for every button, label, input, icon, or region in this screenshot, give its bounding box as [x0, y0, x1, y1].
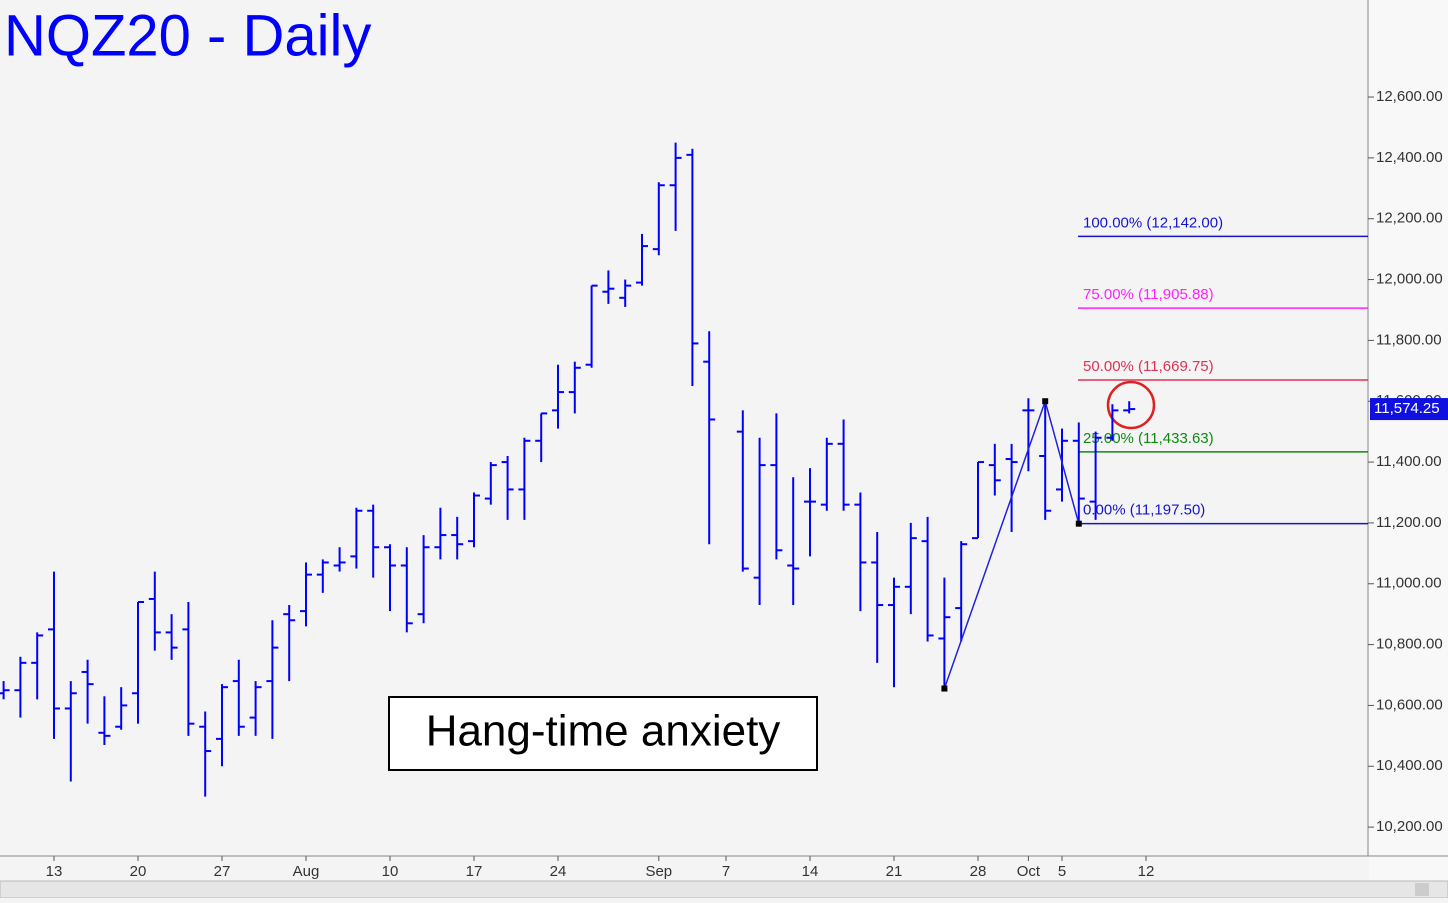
x-tick-label: 7 [722, 863, 730, 880]
pattern-point [941, 685, 948, 692]
chart-title: NQZ20 - Daily [4, 3, 371, 68]
y-tick-label: 11,800.00 [1376, 331, 1442, 348]
x-tick-label: 27 [214, 863, 231, 880]
fib-label: 50.00% (11,669.75) [1083, 358, 1214, 375]
annotation-box [388, 696, 818, 771]
x-tick-label: 13 [46, 863, 63, 880]
x-tick-label: 20 [130, 863, 147, 880]
x-tick-label: Sep [645, 863, 672, 880]
x-tick-label: Aug [293, 863, 320, 880]
y-tick-label: 10,600.00 [1376, 696, 1443, 713]
x-tick-label: 24 [550, 863, 567, 880]
y-tick-label: 12,200.00 [1376, 210, 1443, 227]
pattern-point [1075, 520, 1082, 527]
x-tick-label: Oct [1017, 863, 1041, 880]
x-tick-label: 10 [382, 863, 399, 880]
x-tick-label: 14 [802, 863, 819, 880]
scroll-thumb[interactable] [1415, 883, 1429, 896]
fib-label: 100.00% (12,142.00) [1083, 214, 1223, 231]
fib-label: 0.00% (11,197.50) [1083, 502, 1205, 519]
y-tick-label: 10,400.00 [1376, 757, 1443, 774]
highlight-circle [1106, 380, 1156, 430]
annotation: Hang-time anxiety [426, 707, 781, 756]
y-tick-label: 12,600.00 [1376, 88, 1443, 105]
fib-label: 75.00% (11,905.88) [1083, 286, 1214, 303]
y-tick-label: 10,800.00 [1376, 636, 1443, 653]
scrollbar[interactable] [0, 880, 1448, 899]
x-tick-label: 12 [1138, 863, 1155, 880]
y-tick-label: 11,400.00 [1376, 453, 1442, 470]
y-tick-label: 12,400.00 [1376, 149, 1443, 166]
x-tick-label: 28 [970, 863, 987, 880]
y-tick-label: 11,200.00 [1376, 514, 1442, 531]
y-tick-label: 11,000.00 [1376, 575, 1442, 592]
y-tick-label: 10,200.00 [1376, 818, 1443, 835]
axis-panel [1369, 0, 1448, 880]
x-tick-label: 17 [466, 863, 483, 880]
y-tick-label: 12,000.00 [1376, 271, 1443, 288]
pattern-point [1042, 398, 1049, 405]
fib-label: 25.00% (11,433.63) [1083, 430, 1214, 447]
x-tick-label: 5 [1058, 863, 1066, 880]
x-tick-label: 21 [886, 863, 903, 880]
last-price-label: 11,574.25 [1374, 400, 1440, 417]
last-price-box [1370, 398, 1448, 421]
